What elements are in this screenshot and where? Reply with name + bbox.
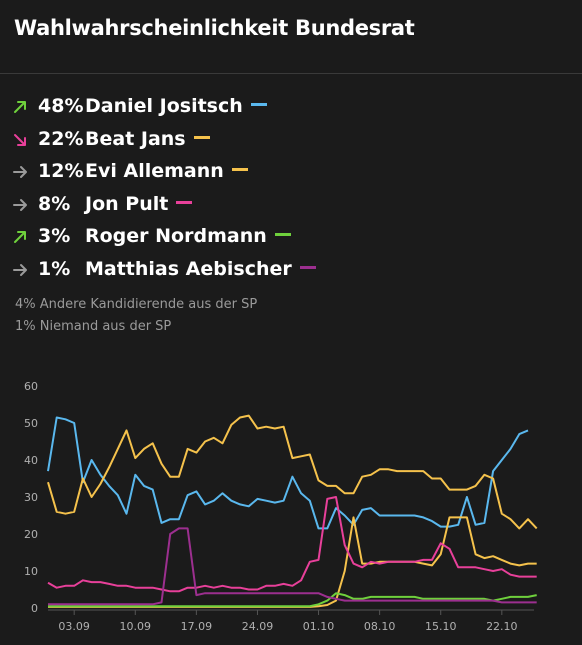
candidate-name-text: Daniel Jositsch [85,95,243,117]
legend-swatch [299,265,316,269]
legend-swatch [176,200,193,204]
x-tick-label: 08.10 [364,620,396,633]
x-tick-label: 24.09 [242,620,274,633]
trend-flat-arrow-icon [13,198,27,211]
y-axis: 0 10 20 30 40 50 60 [24,380,534,615]
series-line [47,416,529,530]
trend-flat-arrow-icon [13,263,27,276]
candidate-name: Matthias Aebischer [85,258,316,280]
series-line [47,496,537,593]
candidate-name: Daniel Jositsch [85,95,267,117]
candidate-name-text: Roger Nordmann [85,225,267,247]
candidate-name-text: Matthias Aebischer [85,257,292,280]
series-lines [47,414,538,608]
x-tick-label: 15.10 [425,620,457,633]
candidate-name: Evi Allemann [85,160,248,182]
series-line [48,527,537,606]
series-line [48,592,537,608]
legend-swatch [250,103,267,106]
candidate-name-text: Jon Pult [85,192,169,215]
candidate-name: Roger Nordmann [85,225,291,247]
trend-down-arrow-icon [14,133,26,146]
candidate-percentage: 22% [38,127,84,150]
note-other-candidates: 4% Andere Kandidierende aus der SP [15,297,258,312]
candidate-name: Beat Jans [85,128,210,150]
x-tick-label: 22.10 [486,620,518,633]
notes: 4% Andere Kandidierende aus der SP 1% Ni… [15,297,257,341]
candidate-percentage: 3% [38,225,71,247]
candidate-name-text: Evi Allemann [85,160,224,182]
x-tick-label: 10.09 [120,620,152,633]
candidate-percentage: 8% [38,192,71,215]
y-tick-label: 60 [24,380,38,393]
x-tick-label: 03.09 [58,620,90,633]
legend-swatch [193,135,210,139]
y-tick-label: 40 [24,454,38,467]
candidate-name-text: Beat Jans [85,127,186,150]
candidate-name: Jon Pult [85,192,193,215]
x-tick-label: 01.10 [303,620,335,633]
candidate-percentage: 12% [38,160,84,182]
y-tick-label: 30 [24,491,38,504]
trend-up-arrow-icon [14,101,26,113]
legend-swatch [274,233,291,236]
page-title: Wahlwahrscheinlichkeit Bundesrat [14,16,415,40]
y-tick-label: 50 [24,417,38,430]
y-tick-label: 20 [24,528,38,541]
divider [0,73,582,74]
trend-flat-arrow-icon [13,166,27,178]
series-line [47,414,538,530]
candidate-percentage: 1% [38,257,71,280]
candidate-percentage: 48% [38,95,84,117]
y-tick-label: 10 [24,565,38,578]
x-axis: 03.09 10.09 17.09 24.09 01.10 08.10 15.10 22.10 [58,610,518,633]
legend-swatch [231,168,248,171]
trend-up-arrow-icon [14,231,26,243]
y-tick-label: 0 [31,602,38,615]
note-nobody: 1% Niemand aus der SP [15,319,172,334]
x-tick-label: 17.09 [181,620,213,633]
